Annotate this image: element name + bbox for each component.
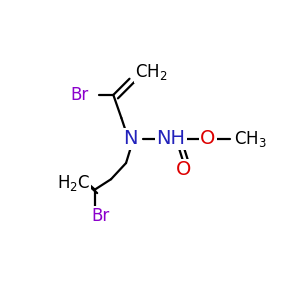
Text: H$_2$C: H$_2$C: [57, 173, 90, 193]
Text: O: O: [176, 160, 191, 179]
Text: N: N: [123, 129, 138, 148]
Text: Br: Br: [92, 207, 110, 225]
Text: Br: Br: [71, 86, 89, 104]
Text: O: O: [200, 129, 216, 148]
Text: CH$_2$: CH$_2$: [135, 62, 168, 82]
Text: NH: NH: [157, 129, 186, 148]
Text: CH$_3$: CH$_3$: [234, 129, 267, 149]
